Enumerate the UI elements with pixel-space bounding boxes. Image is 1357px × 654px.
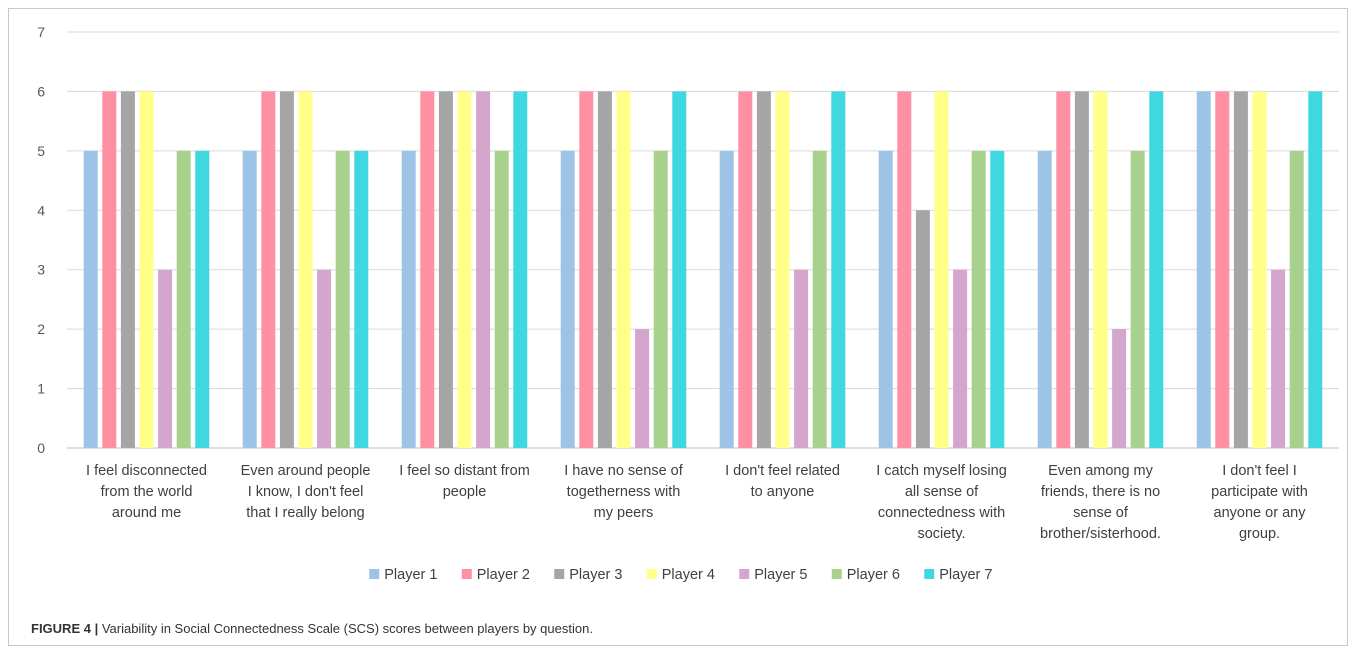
legend-label: Player 2 <box>477 567 530 583</box>
x-tick-label: Even around people I know, I don't feel th… <box>241 463 371 521</box>
y-axis-ticks: 0 1 2 3 4 5 6 7 <box>37 24 45 456</box>
bar-player-3 <box>756 91 771 448</box>
bar-player-4 <box>457 91 472 448</box>
bar-player-2 <box>738 91 753 448</box>
bar-player-2 <box>579 91 594 448</box>
bar-player-3 <box>915 210 930 448</box>
x-tick-label: Even among my friends, there is no sense o… <box>1040 463 1161 542</box>
bar-player-5 <box>1112 329 1127 448</box>
figure-label: FIGURE 4 | <box>31 621 99 636</box>
legend-swatch <box>831 569 842 579</box>
x-tick-label: I catch myself losing all sense of connect… <box>876 463 1007 542</box>
bar-player-7 <box>990 150 1005 448</box>
bar-player-5 <box>1271 269 1286 448</box>
bar-player-4 <box>775 91 790 448</box>
legend-label: Player 5 <box>754 567 807 583</box>
y-tick-label: 7 <box>37 24 45 40</box>
y-tick-label: 4 <box>37 202 45 218</box>
bar-player-3 <box>120 91 135 448</box>
bar-player-5 <box>635 329 650 448</box>
bar-player-2 <box>1056 91 1071 448</box>
legend-swatch <box>369 569 380 579</box>
bar-player-2 <box>897 91 912 448</box>
legend-swatch <box>739 569 750 579</box>
x-tick-label: I have no sense of togetherness with my pe… <box>564 463 683 521</box>
bar-player-5 <box>317 269 332 448</box>
y-tick-label: 3 <box>37 262 45 278</box>
bar-player-1 <box>560 150 575 448</box>
legend-swatch <box>924 569 935 579</box>
legend-swatch <box>461 569 472 579</box>
x-tick-label: I don't feel related to anyone <box>725 463 840 500</box>
bar-player-1 <box>242 150 257 448</box>
bar-player-1 <box>1196 91 1211 448</box>
figure-caption: FIGURE 4 | Variability in Social Connect… <box>31 621 593 636</box>
bar-player-7 <box>513 91 528 448</box>
bar-player-7 <box>195 150 210 448</box>
bar-player-6 <box>1289 150 1304 448</box>
bar-player-6 <box>1130 150 1145 448</box>
bar-player-2 <box>1215 91 1230 448</box>
bar-player-5 <box>953 269 968 448</box>
bar-player-6 <box>653 150 668 448</box>
bar-player-2 <box>102 91 117 448</box>
bar-player-3 <box>1233 91 1248 448</box>
legend-label: Player 6 <box>847 567 900 583</box>
bar-player-7 <box>831 91 846 448</box>
bars <box>83 91 1323 448</box>
gridlines <box>67 31 1339 449</box>
bar-player-4 <box>1093 91 1108 448</box>
y-tick-label: 5 <box>37 143 45 159</box>
bar-player-4 <box>1252 91 1267 448</box>
y-tick-label: 1 <box>37 381 45 397</box>
bar-player-1 <box>83 150 98 448</box>
bar-player-5 <box>158 269 173 448</box>
legend-label: Player 7 <box>939 567 992 583</box>
bar-player-7 <box>672 91 687 448</box>
legend-label: Player 4 <box>662 567 715 583</box>
bar-player-6 <box>812 150 827 448</box>
bar-player-1 <box>719 150 734 448</box>
y-tick-label: 2 <box>37 321 45 337</box>
bar-player-6 <box>335 150 350 448</box>
legend-swatch <box>646 569 657 579</box>
bar-player-6 <box>494 150 509 448</box>
legend: Player 1 Player 2 Player 3 Player 4 Player 5… <box>369 567 992 583</box>
caption-text: Variability in Social Connectedness Scal… <box>98 621 593 636</box>
bar-player-5 <box>476 91 491 448</box>
y-tick-label: 6 <box>37 83 45 99</box>
x-tick-label: I feel so distant from people <box>399 463 530 500</box>
legend-label: Player 3 <box>569 567 622 583</box>
bar-player-5 <box>794 269 809 448</box>
bar-player-7 <box>354 150 369 448</box>
bar-player-4 <box>934 91 949 448</box>
bar-player-6 <box>176 150 191 448</box>
bar-player-4 <box>616 91 631 448</box>
bar-player-4 <box>139 91 154 448</box>
bar-player-2 <box>261 91 276 448</box>
figure-frame: 0 1 2 3 4 5 6 7 I feel disconnected from the wor… <box>8 8 1348 646</box>
bar-player-6 <box>971 150 986 448</box>
bar-chart: 0 1 2 3 4 5 6 7 I feel disconnected from the wor… <box>37 24 1339 583</box>
bar-player-7 <box>1308 91 1323 448</box>
x-tick-label: I feel disconnected from the world around … <box>86 463 207 521</box>
bar-player-1 <box>401 150 416 448</box>
bar-player-1 <box>878 150 893 448</box>
bar-player-1 <box>1037 150 1052 448</box>
bar-player-4 <box>298 91 313 448</box>
bar-player-3 <box>1074 91 1089 448</box>
bar-player-3 <box>279 91 294 448</box>
bar-player-3 <box>438 91 453 448</box>
legend-swatch <box>554 569 565 579</box>
y-tick-label: 0 <box>37 440 45 456</box>
x-axis-labels: I feel disconnected from the world around … <box>86 463 1308 542</box>
legend-label: Player 1 <box>384 567 437 583</box>
bar-player-2 <box>420 91 435 448</box>
bar-player-7 <box>1149 91 1164 448</box>
bar-player-3 <box>597 91 612 448</box>
